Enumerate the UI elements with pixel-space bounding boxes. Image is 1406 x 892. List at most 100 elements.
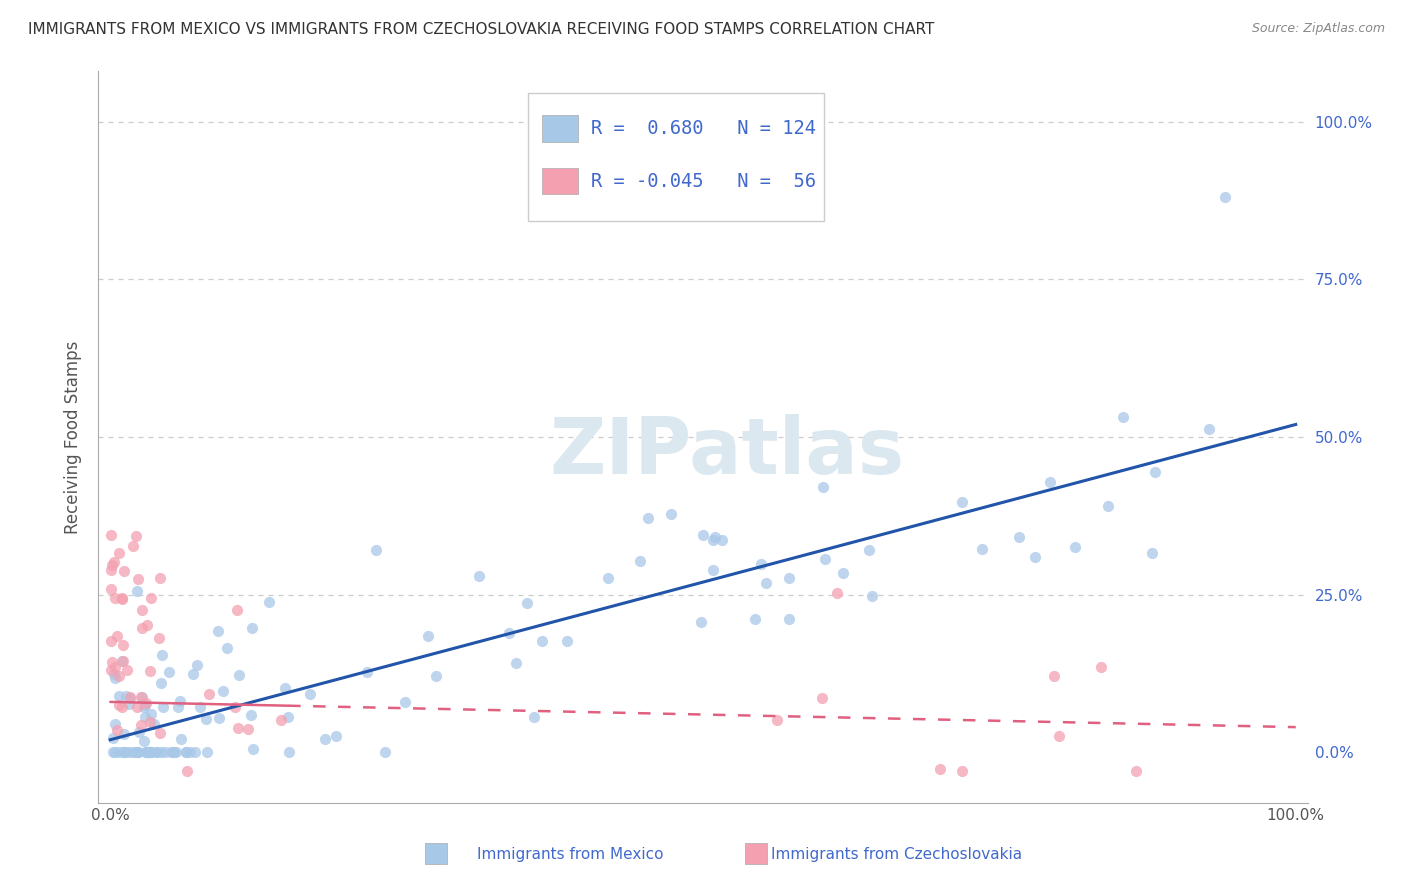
Point <box>135 618 157 632</box>
Bar <box>425 843 447 863</box>
Point <box>112 638 135 652</box>
Point <box>827 586 849 600</box>
Point <box>1024 550 1046 565</box>
Point <box>131 603 153 617</box>
Point <box>146 745 169 759</box>
Point <box>1039 475 1062 490</box>
Point <box>710 533 733 547</box>
Point <box>125 745 148 759</box>
Point <box>104 716 127 731</box>
Point <box>103 667 125 681</box>
Point <box>118 745 141 759</box>
Point <box>226 721 249 735</box>
Point <box>135 745 157 759</box>
Point <box>100 582 122 596</box>
Point <box>224 700 246 714</box>
Point <box>1125 764 1147 779</box>
Point <box>136 745 159 759</box>
Point <box>107 745 129 759</box>
Text: R =  0.680   N = 124: R = 0.680 N = 124 <box>591 119 815 138</box>
Point <box>394 695 416 709</box>
Point <box>778 571 800 585</box>
Point <box>166 699 188 714</box>
FancyBboxPatch shape <box>527 94 824 221</box>
Point <box>125 745 148 759</box>
Point <box>115 663 138 677</box>
Point <box>170 731 193 746</box>
Point <box>814 552 837 566</box>
Point <box>207 624 229 639</box>
Point <box>163 745 186 759</box>
Point <box>112 564 135 578</box>
Point <box>111 591 134 606</box>
Point <box>212 683 235 698</box>
Point <box>516 596 538 610</box>
Point <box>152 699 174 714</box>
Point <box>100 663 122 677</box>
Point <box>114 689 136 703</box>
Point <box>100 528 122 542</box>
Point <box>270 713 292 727</box>
Point <box>127 572 149 586</box>
Point <box>1047 729 1070 743</box>
Point <box>184 745 207 759</box>
Point <box>121 745 143 759</box>
Point <box>139 665 162 679</box>
Point <box>690 615 713 629</box>
Point <box>1063 540 1085 554</box>
Text: IMMIGRANTS FROM MEXICO VS IMMIGRANTS FROM CZECHOSLOVAKIA RECEIVING FOOD STAMPS C: IMMIGRANTS FROM MEXICO VS IMMIGRANTS FRO… <box>28 22 935 37</box>
Point <box>176 764 198 779</box>
Point <box>751 557 773 571</box>
Point <box>425 669 447 683</box>
Point <box>831 566 853 580</box>
Point <box>148 725 170 739</box>
Point <box>174 745 197 759</box>
Point <box>111 654 134 668</box>
Point <box>1097 499 1119 513</box>
Point <box>148 631 170 645</box>
Point <box>107 669 129 683</box>
Point <box>165 745 187 759</box>
Point <box>100 634 122 648</box>
Point <box>134 734 156 748</box>
Point <box>744 612 766 626</box>
Point <box>108 698 131 712</box>
Point <box>314 731 336 746</box>
Point <box>139 745 162 759</box>
Point <box>134 698 156 712</box>
Point <box>127 584 149 599</box>
Point <box>298 687 321 701</box>
Point <box>811 480 834 494</box>
Point <box>929 762 952 776</box>
Point <box>121 539 143 553</box>
Point <box>143 716 166 731</box>
Point <box>1144 466 1167 480</box>
Point <box>118 698 141 712</box>
Point <box>104 671 127 685</box>
Text: Immigrants from Mexico: Immigrants from Mexico <box>477 847 664 862</box>
Point <box>950 495 973 509</box>
Point <box>505 656 527 670</box>
Point <box>416 629 439 643</box>
Point <box>242 742 264 756</box>
Point <box>236 723 259 737</box>
Point <box>134 709 156 723</box>
Point <box>637 511 659 525</box>
Point <box>138 745 160 759</box>
Point <box>141 707 163 722</box>
Point <box>257 595 280 609</box>
Point <box>702 563 724 577</box>
Point <box>188 699 211 714</box>
Point <box>274 681 297 695</box>
Point <box>755 575 778 590</box>
Point <box>139 714 162 729</box>
Point <box>131 621 153 635</box>
Point <box>1112 410 1135 425</box>
Text: R = -0.045   N =  56: R = -0.045 N = 56 <box>591 171 815 191</box>
Point <box>111 655 134 669</box>
Point <box>149 745 172 759</box>
Text: Immigrants from Czechoslovakia: Immigrants from Czechoslovakia <box>770 847 1022 862</box>
Point <box>277 710 299 724</box>
Point <box>810 691 832 706</box>
Point <box>103 591 125 605</box>
